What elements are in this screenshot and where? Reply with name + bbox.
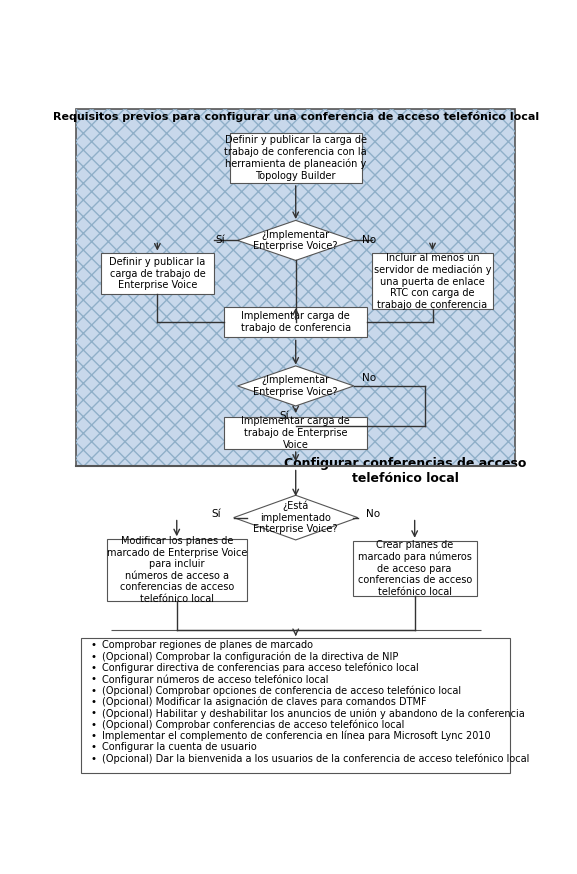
FancyBboxPatch shape	[224, 307, 368, 337]
Text: Incluir al menos un
servidor de mediación y
una puerta de enlace
RTC con carga d: Incluir al menos un servidor de mediació…	[374, 253, 491, 309]
Text: •: •	[91, 675, 97, 684]
Text: Implementar el complemento de conferencia en línea para Microsoft Lync 2010: Implementar el complemento de conferenci…	[102, 731, 490, 741]
Text: (Opcional) Dar la bienvenida a los usuarios de la conferencia de acceso telefóni: (Opcional) Dar la bienvenida a los usuar…	[102, 753, 529, 764]
FancyBboxPatch shape	[81, 638, 510, 773]
FancyBboxPatch shape	[107, 539, 246, 600]
Text: Requisitos previos para configurar una conferencia de acceso telefónico local: Requisitos previos para configurar una c…	[53, 112, 539, 122]
Text: •: •	[91, 641, 97, 650]
Text: •: •	[91, 753, 97, 764]
Text: Definir y publicar la
carga de trabajo de
Enterprise Voice: Definir y publicar la carga de trabajo d…	[109, 257, 205, 290]
FancyBboxPatch shape	[101, 253, 213, 294]
Text: (Opcional) Comprobar opciones de conferencia de acceso telefónico local: (Opcional) Comprobar opciones de confere…	[102, 685, 460, 696]
Text: (Opcional) Comprobar conferencias de acceso telefónico local: (Opcional) Comprobar conferencias de acc…	[102, 719, 404, 730]
Text: •: •	[91, 709, 97, 718]
Text: Modificar los planes de
marcado de Enterprise Voice
para incluir
números de acce: Modificar los planes de marcado de Enter…	[107, 536, 247, 604]
FancyBboxPatch shape	[230, 133, 362, 183]
Text: Configurar conferencias de acceso
telefónico local: Configurar conferencias de acceso telefó…	[284, 457, 527, 485]
Bar	[76, 108, 515, 466]
Text: Sí: Sí	[216, 235, 226, 246]
Text: ¿Implementar
Enterprise Voice?: ¿Implementar Enterprise Voice?	[253, 375, 338, 397]
Text: (Opcional) Comprobar la configuración de la directiva de NIP: (Opcional) Comprobar la configuración de…	[102, 651, 398, 662]
Text: •: •	[91, 743, 97, 753]
Text: Definir y publicar la carga de
trabajo de conferencia con la
herramienta de plan: Definir y publicar la carga de trabajo d…	[224, 135, 367, 181]
Text: •: •	[91, 686, 97, 696]
Text: (Opcional) Modificar la asignación de claves para comandos DTMF: (Opcional) Modificar la asignación de cl…	[102, 697, 426, 707]
FancyBboxPatch shape	[372, 253, 493, 309]
Text: •: •	[91, 663, 97, 673]
Text: ¿Está
implementado
Enterprise Voice?: ¿Está implementado Enterprise Voice?	[253, 501, 338, 534]
Text: No: No	[366, 509, 380, 519]
FancyBboxPatch shape	[224, 417, 368, 449]
Text: Configurar números de acceso telefónico local: Configurar números de acceso telefónico …	[102, 674, 328, 684]
Text: •: •	[91, 732, 97, 741]
Text: Comprobar regiones de planes de marcado: Comprobar regiones de planes de marcado	[102, 641, 313, 650]
Text: Crear planes de
marcado para números
de acceso para
conferencias de acceso
telef: Crear planes de marcado para números de …	[358, 540, 472, 597]
Text: (Opcional) Habilitar y deshabilitar los anuncios de unión y abandono de la confe: (Opcional) Habilitar y deshabilitar los …	[102, 708, 524, 718]
Bar	[76, 108, 515, 466]
Text: No: No	[362, 235, 376, 246]
Text: ¿Implementar
Enterprise Voice?: ¿Implementar Enterprise Voice?	[253, 230, 338, 251]
Text: Sí: Sí	[212, 509, 222, 519]
Text: Implementar carga de
trabajo de Enterprise
Voice: Implementar carga de trabajo de Enterpri…	[241, 416, 350, 449]
Polygon shape	[238, 366, 354, 406]
Text: Implementar carga de
trabajo de conferencia: Implementar carga de trabajo de conferen…	[241, 311, 351, 333]
Polygon shape	[234, 496, 358, 540]
Text: •: •	[91, 652, 97, 662]
Text: Configurar directiva de conferencias para acceso telefónico local: Configurar directiva de conferencias par…	[102, 662, 418, 673]
Text: •: •	[91, 720, 97, 730]
Text: Sí: Sí	[279, 411, 289, 421]
FancyBboxPatch shape	[353, 541, 477, 596]
Polygon shape	[238, 220, 354, 260]
Text: No: No	[362, 373, 376, 383]
Text: •: •	[91, 697, 97, 707]
Text: Configurar la cuenta de usuario: Configurar la cuenta de usuario	[102, 743, 256, 753]
